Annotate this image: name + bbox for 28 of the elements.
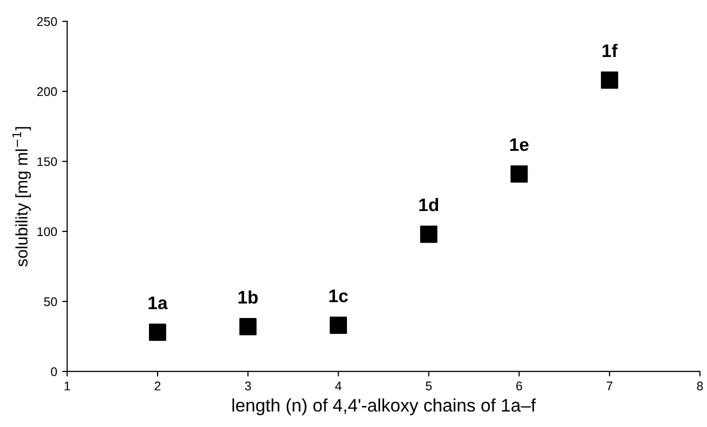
annotation: 1b <box>238 290 258 304</box>
y-tick-label: 200 <box>37 87 57 96</box>
x-tick-label: 3 <box>244 382 251 390</box>
annotation: 1f <box>602 44 618 57</box>
y-axis-title: solubility [mg ml$^{−1}$] <box>12 127 31 266</box>
point <box>420 226 438 243</box>
x-tick-label: 1 <box>64 382 70 390</box>
annotation: 1c <box>329 290 348 302</box>
x-tick-label: 6 <box>516 382 522 390</box>
x-tick-label: 2 <box>154 382 160 390</box>
point <box>600 72 618 89</box>
point <box>148 324 166 341</box>
x-tick-label: 4 <box>335 382 342 390</box>
point <box>239 318 257 336</box>
y-tick-label: 100 <box>38 227 57 236</box>
x-tick-label: 5 <box>426 382 432 390</box>
annotation: 1a <box>148 296 168 310</box>
x-tick-label: 8 <box>696 382 703 390</box>
annotation: 1e <box>510 138 529 151</box>
y-tick-label: 150 <box>38 157 57 166</box>
annotation: 1d <box>419 198 438 212</box>
x-tick-label: 7 <box>606 382 612 390</box>
y-tick-label: 50 <box>44 297 57 306</box>
point <box>330 316 347 334</box>
point <box>510 165 528 183</box>
x-axis-title: length (n) of 4,4'-alkoxy chains of 1a–f <box>232 398 536 416</box>
y-tick-label: 250 <box>37 17 57 26</box>
y-tick-label: 0 <box>50 367 57 376</box>
